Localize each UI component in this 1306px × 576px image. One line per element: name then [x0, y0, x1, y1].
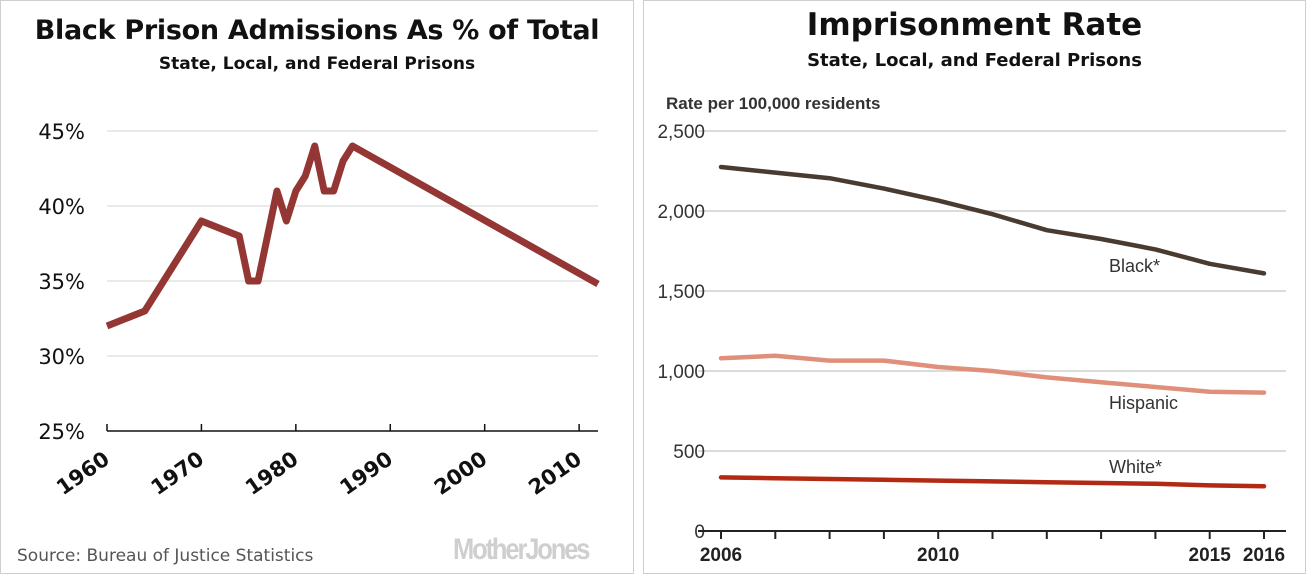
- left-chart-panel: Black Prison Admissions As % of Total St…: [0, 0, 634, 574]
- y-axis-label: Rate per 100,000 residents: [666, 94, 881, 113]
- x-tick-label: 2000: [430, 447, 492, 500]
- right-chart-plot: Rate per 100,000 residents 0 500 1,000 1,500…: [657, 94, 1286, 566]
- y-tick-label: 2,500: [657, 122, 705, 143]
- series-line-black-admissions: [105, 142, 600, 330]
- y-tick-label: 0: [694, 522, 705, 543]
- y-tick-label: 40%: [38, 195, 85, 219]
- y-tick-label: 25%: [38, 420, 85, 444]
- right-chart-panel: Imprisonment Rate State, Local, and Fede…: [643, 0, 1306, 574]
- x-tick-label: 2006: [700, 545, 742, 566]
- x-tick-label: 1970: [147, 447, 209, 500]
- x-tick-label: 1960: [52, 447, 114, 500]
- y-tick-label: 500: [673, 442, 705, 463]
- source-note: Source: Bureau of Justice Statistics: [17, 546, 314, 566]
- x-tick-label: 2010: [524, 447, 586, 500]
- x-tick-label: 1990: [335, 447, 397, 500]
- x-tick-label: 1980: [241, 447, 303, 500]
- series-label-white: White*: [1109, 457, 1162, 477]
- left-chart-plot: 25% 30% 35% 40% 45% 1960 1970 1980 1990 2000 2010: [38, 120, 600, 500]
- series-label-hispanic: Hispanic: [1109, 393, 1178, 413]
- series-line-white: [718, 475, 1267, 489]
- left-chart-title: Black Prison Admissions As % of Total: [34, 15, 600, 46]
- y-tick-label: 35%: [38, 270, 85, 294]
- series-line-black: [718, 164, 1267, 276]
- right-chart-title: Imprisonment Rate: [806, 7, 1143, 43]
- x-tick-label: 2015: [1189, 545, 1232, 566]
- mother-jones-logo: MotherJones: [453, 533, 590, 566]
- left-chart-subtitle: State, Local, and Federal Prisons: [158, 54, 476, 74]
- series-line-hispanic: [718, 353, 1267, 395]
- x-tick-label: 2010: [917, 545, 959, 566]
- right-chart-subtitle: State, Local, and Federal Prisons: [807, 50, 1142, 71]
- y-tick-label: 1,500: [657, 282, 705, 303]
- y-tick-label: 1,000: [657, 362, 705, 383]
- y-tick-label: 2,000: [657, 202, 705, 223]
- y-tick-label: 30%: [38, 345, 85, 369]
- x-tick-label: 2016: [1243, 545, 1285, 566]
- series-label-black: Black*: [1109, 256, 1160, 276]
- y-tick-label: 45%: [38, 120, 85, 144]
